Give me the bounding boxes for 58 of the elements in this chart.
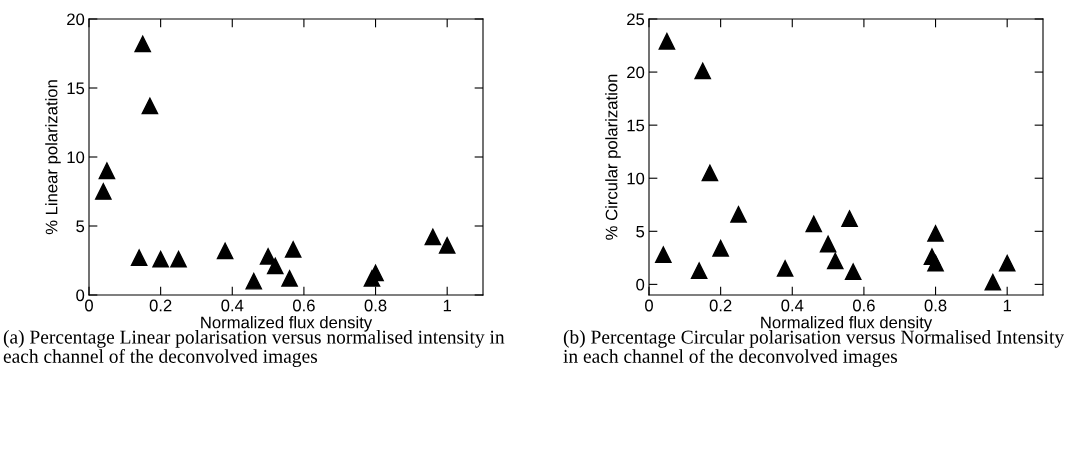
x-tick-label: 0.6 (852, 299, 875, 312)
y-axis-title: % Linear polarization (45, 80, 61, 235)
point (927, 254, 944, 272)
x-tick-label: 0.4 (781, 299, 804, 312)
x-tick-label: 0 (645, 299, 653, 312)
text: (b) Percentage Circular polarisation versus Normalised Intensity in each channel of the deconvolved images (563, 330, 1065, 367)
y-tick-label: 15 (67, 82, 85, 95)
text: (a) Percentage Linear polarisation versus normalised intensity in each channel of the deconvolved images (3, 330, 505, 367)
x-tick-label: 0.6 (292, 299, 315, 312)
x-tick-label: 0.2 (149, 299, 172, 312)
y-tick-label: 15 (627, 119, 645, 132)
point (94, 183, 112, 200)
point (654, 246, 672, 263)
point (694, 62, 712, 80)
point (284, 241, 302, 258)
point (266, 257, 284, 275)
y-tick-label: 10 (67, 151, 85, 164)
y-tick-label: 20 (627, 66, 645, 79)
point (776, 260, 794, 277)
y-tick-label: 10 (627, 172, 645, 185)
x-tick-label: 0.2 (709, 299, 732, 312)
y-tick-label: 20 (67, 13, 85, 26)
point (152, 250, 169, 268)
y-tick-label: 5 (636, 225, 645, 238)
point (424, 228, 442, 246)
point (701, 164, 719, 182)
point (690, 262, 708, 279)
y-axis-title: % Circular polarization (605, 74, 621, 240)
point (712, 239, 729, 257)
y-tick-label: 25 (627, 13, 645, 26)
y-tick-label: 0 (76, 289, 85, 302)
point (819, 235, 837, 253)
point (281, 270, 298, 287)
y-tick-label: 0 (636, 278, 645, 291)
point (844, 263, 862, 280)
point (658, 32, 676, 50)
point (98, 162, 116, 180)
point (438, 236, 456, 254)
point (998, 254, 1016, 272)
point (841, 210, 858, 227)
x-tick-label: 0.8 (364, 299, 387, 312)
point (927, 225, 944, 242)
x-tick-label: 0.4 (221, 299, 244, 312)
point (826, 252, 844, 270)
point (245, 272, 263, 290)
point (805, 215, 823, 233)
point (130, 249, 148, 267)
point (141, 97, 159, 115)
point (170, 250, 187, 268)
x-tick-label: 1 (1003, 299, 1011, 312)
point (216, 242, 234, 260)
point (134, 35, 152, 53)
x-tick-label: 0 (85, 299, 93, 312)
point (984, 273, 1002, 291)
x-tick-label: 0.8 (924, 299, 947, 312)
y-tick-label: 5 (76, 220, 85, 233)
point (730, 205, 747, 223)
x-tick-label: 1 (443, 299, 451, 312)
